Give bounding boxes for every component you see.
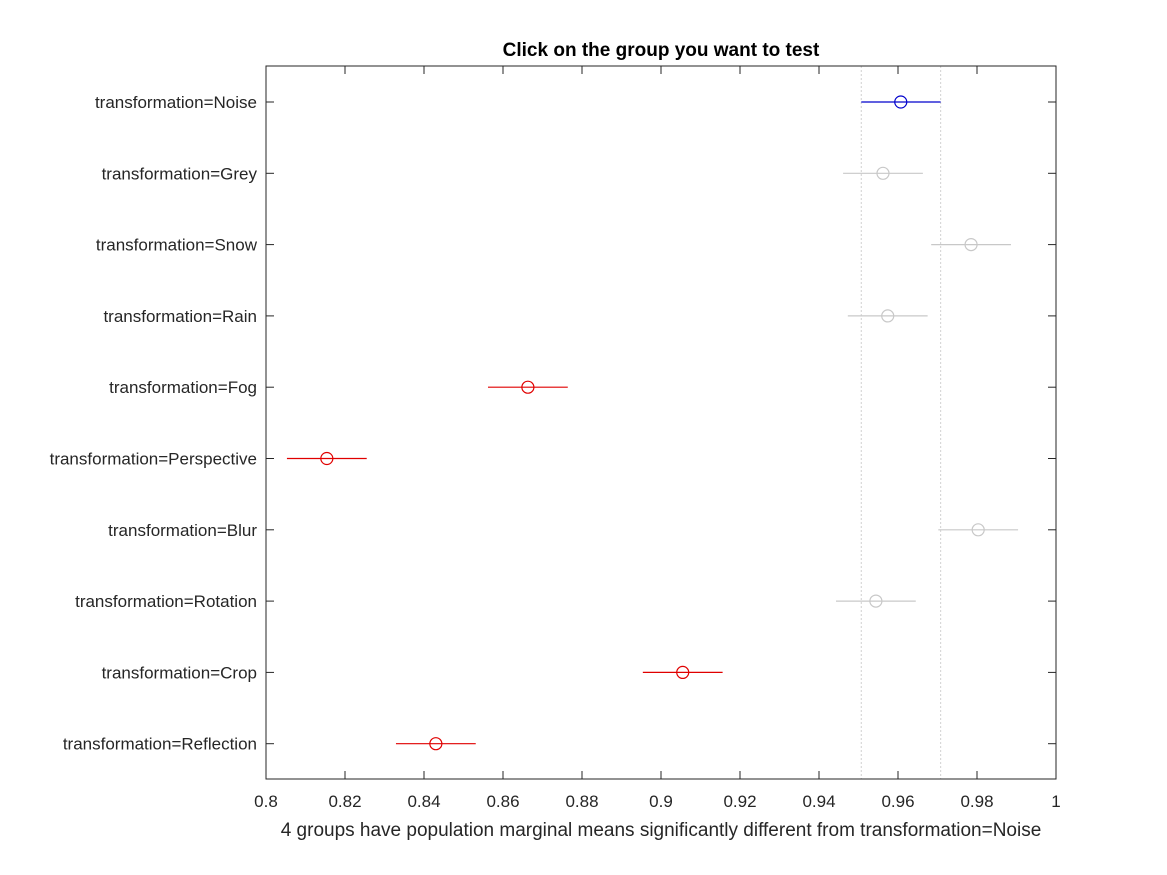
x-tick-label: 0.98 <box>960 792 993 811</box>
group-1[interactable] <box>843 166 923 180</box>
x-tick-label: 0.88 <box>565 792 598 811</box>
y-tick-label: transformation=Blur <box>108 521 257 540</box>
group-7[interactable] <box>835 594 916 608</box>
y-tick-labels: transformation=Noise transformation=Grey t… <box>50 93 258 754</box>
x-axis-label: 4 groups have population marginal means … <box>281 820 1042 841</box>
group-6[interactable] <box>938 523 1019 537</box>
x-tick-label: 0.8 <box>254 792 278 811</box>
x-tick-label: 0.86 <box>486 792 519 811</box>
mean-marker[interactable] <box>894 95 908 109</box>
x-tick-label: 0.92 <box>723 792 756 811</box>
x-tick-labels: 0.8 0.82 0.84 0.86 0.88 0.9 0.92 0.94 0.96 0.98 1 <box>254 792 1061 811</box>
x-tick-label: 1 <box>1051 792 1060 811</box>
group-4[interactable] <box>487 380 568 394</box>
x-tick-label: 0.84 <box>407 792 440 811</box>
y-tick-label: transformation=Snow <box>96 236 258 255</box>
x-tick-label: 0.82 <box>328 792 361 811</box>
mean-marker[interactable] <box>676 665 690 680</box>
group-3[interactable] <box>847 309 928 323</box>
group-8[interactable] <box>642 665 723 680</box>
mean-marker[interactable] <box>429 737 443 751</box>
group-5[interactable] <box>286 451 367 466</box>
mean-marker[interactable] <box>876 166 890 180</box>
reference-interval-lines <box>860 66 942 779</box>
mean-marker[interactable] <box>521 380 535 394</box>
x-tick-label: 0.96 <box>881 792 914 811</box>
group-0[interactable] <box>861 95 941 109</box>
mean-marker[interactable] <box>964 238 978 252</box>
group-intervals[interactable] <box>286 95 1019 751</box>
row-ticks <box>266 101 1056 745</box>
y-tick-label: transformation=Perspective <box>50 450 257 469</box>
chart-title: Click on the group you want to test <box>503 40 820 61</box>
mean-marker[interactable] <box>971 523 985 537</box>
y-tick-label: transformation=Crop <box>102 663 257 682</box>
plot-frame <box>265 65 1057 780</box>
y-tick-label: transformation=Noise <box>95 93 257 112</box>
y-tick-label: transformation=Rain <box>103 307 257 326</box>
y-tick-label: transformation=Fog <box>109 378 257 397</box>
group-2[interactable] <box>931 238 1011 252</box>
y-tick-label: transformation=Grey <box>102 164 258 183</box>
mean-marker[interactable] <box>320 451 334 466</box>
group-9[interactable] <box>395 737 476 751</box>
x-tick-label: 0.94 <box>802 792 835 811</box>
y-tick-label: transformation=Reflection <box>63 735 257 754</box>
mean-marker[interactable] <box>881 309 895 323</box>
x-tick-label: 0.9 <box>649 792 673 811</box>
mean-marker[interactable] <box>869 594 883 608</box>
y-tick-label: transformation=Rotation <box>75 592 257 611</box>
